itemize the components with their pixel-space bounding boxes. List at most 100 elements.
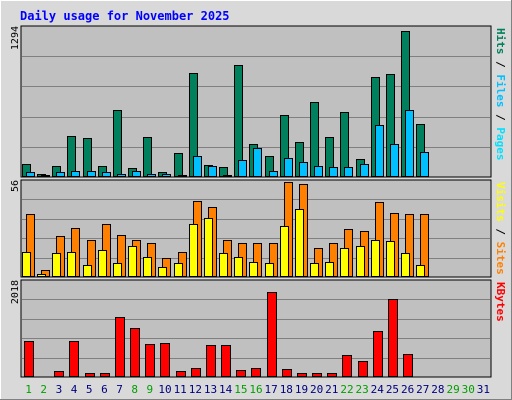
x-tick-label: 13 <box>204 383 217 396</box>
bar-visits <box>128 246 137 277</box>
bar-files <box>56 172 65 177</box>
x-tick-label: 9 <box>147 383 154 396</box>
bar-files <box>284 158 293 177</box>
bar-visits <box>204 218 213 277</box>
bar-hits <box>143 137 152 177</box>
bar-hits <box>83 138 92 177</box>
x-tick-label: 5 <box>86 383 93 396</box>
bar-visits <box>356 246 365 277</box>
y-max-label: 1294 <box>10 26 21 50</box>
bar-visits <box>37 274 46 277</box>
bar-visits <box>340 248 349 277</box>
x-tick-label: 28 <box>431 383 444 396</box>
x-tick-label: 2 <box>40 383 47 396</box>
bar-files <box>71 171 80 177</box>
bar-kbytes <box>160 343 170 377</box>
bar-visits <box>325 262 334 277</box>
series-kbytes <box>24 292 413 377</box>
bar-visits <box>310 263 319 277</box>
bar-files <box>162 174 171 177</box>
bar-files <box>314 166 323 177</box>
bar-kbytes <box>267 292 277 377</box>
panel-kbytes: 2018 KBytes <box>10 279 507 378</box>
legend-kbytes: KBytes <box>494 282 507 322</box>
bar-files <box>102 172 111 177</box>
bar-files <box>329 167 338 177</box>
bar-hits <box>310 102 319 177</box>
x-tick-label: 18 <box>280 383 293 396</box>
legend-item-files: Files <box>494 74 507 107</box>
bar-files <box>132 171 141 177</box>
bar-files <box>178 175 187 177</box>
legend-hits: Hits / Files / Pages <box>494 28 507 161</box>
bar-visits <box>249 262 258 277</box>
bar-files <box>420 152 429 177</box>
chart-panels: 1294 Hits / Files / Pages 56 Visits / Sites… <box>10 25 507 378</box>
x-tick-label: 11 <box>174 383 187 396</box>
bar-files <box>26 172 35 177</box>
x-tick-label: 25 <box>386 383 399 396</box>
legend-separator: / <box>494 222 507 242</box>
bar-kbytes <box>206 345 216 377</box>
y-max-label: 2018 <box>10 280 21 304</box>
x-tick-label: 1 <box>25 383 32 396</box>
bar-kbytes <box>358 361 368 377</box>
bar-visits <box>416 265 425 277</box>
bar-visits <box>143 257 152 277</box>
bar-kbytes <box>145 344 155 377</box>
x-tick-label: 23 <box>356 383 369 396</box>
bar-visits <box>22 252 31 277</box>
bar-kbytes <box>54 371 64 377</box>
x-tick-label: 21 <box>325 383 338 396</box>
bar-files <box>360 164 369 177</box>
bar-visits <box>83 265 92 277</box>
panel-visits: 56 Visits / Sites <box>10 179 507 278</box>
bar-hits <box>340 112 349 177</box>
bar-hits <box>174 153 183 177</box>
legend-visits: Visits / Sites <box>494 182 507 275</box>
bar-kbytes <box>221 345 231 377</box>
bar-kbytes <box>191 368 201 377</box>
bar-files <box>375 125 384 177</box>
bar-visits <box>234 257 243 277</box>
bar-files <box>269 171 278 177</box>
bar-visits <box>98 250 107 277</box>
bar-visits <box>280 226 289 277</box>
bar-visits <box>219 253 228 277</box>
legend-item-sites: Sites <box>494 242 507 275</box>
x-tick-label: 3 <box>56 383 63 396</box>
bar-files <box>238 160 247 177</box>
legend-item-visits: Visits <box>494 182 507 222</box>
x-tick-label: 24 <box>371 383 385 396</box>
bar-visits <box>174 263 183 277</box>
legend-separator: / <box>494 108 507 128</box>
x-tick-label: 30 <box>462 383 475 396</box>
bar-kbytes <box>282 369 292 377</box>
legend-item-hits: Hits <box>494 28 507 55</box>
bar-kbytes <box>100 373 110 377</box>
bar-visits <box>158 267 167 277</box>
bar-files <box>147 174 156 177</box>
x-tick-label: 19 <box>295 383 308 396</box>
bar-visits <box>52 253 61 277</box>
bar-kbytes <box>115 317 125 377</box>
bar-visits <box>295 209 304 277</box>
bar-visits <box>189 224 198 277</box>
panel-background <box>20 279 492 378</box>
x-tick-label: 16 <box>249 383 262 396</box>
x-tick-label: 22 <box>340 383 353 396</box>
x-tick-label: 4 <box>71 383 78 396</box>
bar-kbytes <box>69 341 79 377</box>
bar-visits <box>371 240 380 277</box>
x-axis-tick-labels: 1 2 3 4 5 6 7 8 9 10 11 12 13 14 15 16 17 18 19 20 21 22 23 24 2… <box>25 383 490 396</box>
panel-hits: 1294 Hits / Files / Pages <box>10 25 507 178</box>
bar-files <box>253 148 262 177</box>
bar-kbytes <box>388 299 398 377</box>
x-tick-label: 31 <box>477 383 490 396</box>
x-tick-label: 15 <box>234 383 247 396</box>
bar-kbytes <box>312 373 322 377</box>
legend-separator: / <box>494 55 507 75</box>
bar-visits <box>265 263 274 277</box>
legend-item-pages: Pages <box>494 127 507 160</box>
x-tick-label: 20 <box>310 383 323 396</box>
